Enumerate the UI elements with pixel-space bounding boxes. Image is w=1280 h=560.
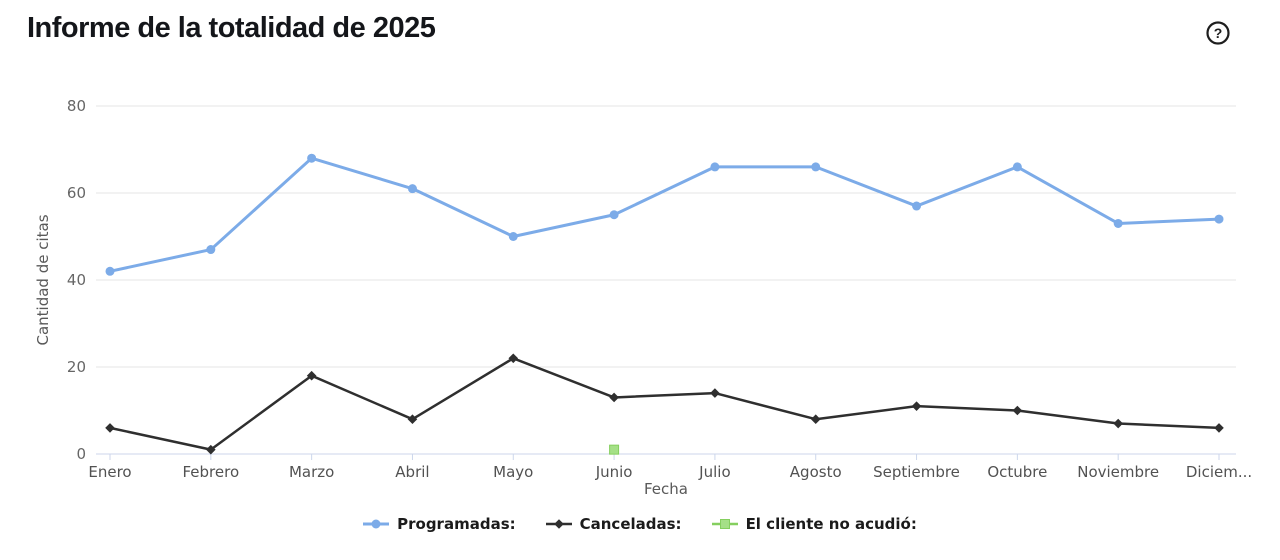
- circle-marker-icon: [363, 517, 390, 531]
- data-point-canceladas-noviembre[interactable]: [1113, 418, 1123, 429]
- data-point-programadas-noviembre[interactable]: [1113, 218, 1123, 228]
- chart-legend: Programadas: Canceladas: El cliente no a…: [0, 515, 1280, 533]
- data-point-programadas-septiembre[interactable]: [912, 201, 922, 211]
- data-point-programadas-abril[interactable]: [407, 184, 417, 194]
- series-el-cliente-no-acudio: [609, 444, 620, 455]
- x-tick-label: Abril: [395, 463, 429, 481]
- question-glyph: ?: [1214, 25, 1223, 41]
- page-title: Informe de la totalidad de 2025: [27, 12, 436, 44]
- data-point-canceladas-marzo[interactable]: [306, 370, 317, 381]
- x-tick-label: Febrero: [182, 463, 239, 481]
- series-programadas: [105, 153, 1224, 276]
- series-canceladas: [105, 353, 1224, 455]
- x-tick-label: Julio: [698, 463, 730, 481]
- data-point-programadas-febrero[interactable]: [206, 245, 216, 255]
- data-point-canceladas-junio[interactable]: [609, 392, 619, 403]
- y-tick-label: 80: [67, 97, 86, 115]
- legend-label: Programadas:: [397, 515, 516, 533]
- data-point-canceladas-mayo[interactable]: [508, 353, 519, 364]
- data-point-programadas-julio[interactable]: [710, 162, 720, 172]
- legend-item-el-cliente-no-acudio[interactable]: El cliente no acudió:: [711, 515, 917, 533]
- legend-label: Canceladas:: [579, 515, 682, 533]
- x-tick-label: Septiembre: [873, 463, 960, 481]
- data-point-programadas-marzo[interactable]: [307, 153, 317, 163]
- circled-question-icon: ?: [1206, 21, 1230, 45]
- axis-title-x: Fecha: [644, 480, 688, 498]
- y-tick-label: 20: [67, 358, 86, 376]
- data-point-programadas-junio[interactable]: [609, 210, 619, 220]
- legend-item-canceladas[interactable]: Canceladas:: [545, 515, 682, 533]
- data-point-programadas-agosto[interactable]: [811, 162, 821, 172]
- y-tick-label: 40: [67, 271, 86, 289]
- data-point-programadas-octubre[interactable]: [1012, 162, 1022, 172]
- data-point-canceladas-octubre[interactable]: [1012, 405, 1023, 416]
- data-point-el-cliente-no-acudio-junio[interactable]: [609, 444, 620, 455]
- data-point-canceladas-enero[interactable]: [105, 423, 115, 433]
- legend-label: El cliente no acudió:: [745, 515, 917, 533]
- data-point-canceladas-diciembre[interactable]: [1214, 423, 1224, 433]
- data-point-canceladas-abril[interactable]: [407, 414, 418, 424]
- series-line: [108, 357, 1221, 451]
- axis-title-y: Cantidad de citas: [34, 214, 52, 345]
- data-point-canceladas-febrero[interactable]: [206, 444, 216, 455]
- line-chart-plot: 0 20 40 60 80 Enero Febrero Marzo Abril Mayo Junio…: [34, 97, 1252, 498]
- data-point-canceladas-septiembre[interactable]: [911, 401, 922, 411]
- help-button[interactable]: ?: [1204, 19, 1232, 47]
- x-tick-label: Diciem...: [1186, 463, 1252, 481]
- x-tick-label: Marzo: [289, 463, 334, 481]
- series-line: [108, 156, 1221, 273]
- legend-item-programadas[interactable]: Programadas:: [363, 515, 516, 533]
- y-tick-label: 0: [76, 445, 86, 463]
- diamond-marker-icon: [545, 517, 572, 531]
- x-tick-label: Mayo: [493, 463, 533, 481]
- x-tick-label: Enero: [88, 463, 131, 481]
- data-point-canceladas-agosto[interactable]: [810, 414, 821, 424]
- data-point-canceladas-julio[interactable]: [710, 388, 720, 398]
- square-marker-icon: [711, 517, 738, 531]
- x-tick-label: Octubre: [987, 463, 1047, 481]
- x-tick-label: Agosto: [790, 463, 842, 481]
- data-point-programadas-mayo[interactable]: [508, 232, 518, 241]
- x-tick-label: Junio: [595, 463, 633, 481]
- x-tick-label: Noviembre: [1077, 463, 1159, 481]
- data-point-programadas-diciembre[interactable]: [1214, 214, 1224, 224]
- data-point-programadas-enero[interactable]: [105, 266, 115, 276]
- y-tick-label: 60: [67, 184, 86, 202]
